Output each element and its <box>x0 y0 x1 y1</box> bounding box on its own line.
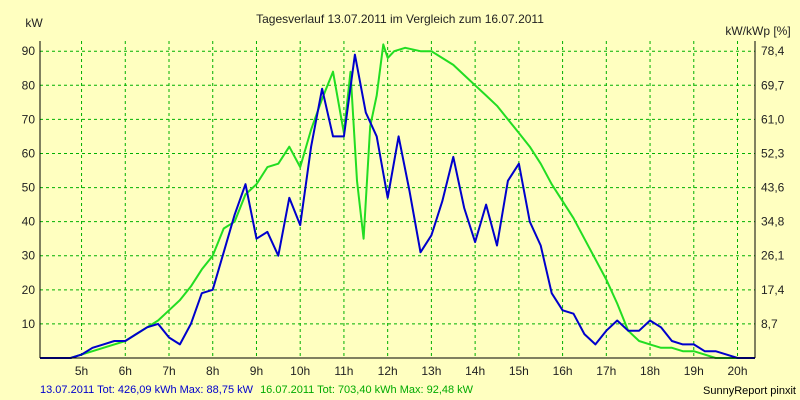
x-tick-label: 19h <box>684 364 704 378</box>
x-tick-label: 7h <box>162 364 175 378</box>
footer-series: 13.07.2011 Tot: 426,09 kWh Max: 88,75 kW… <box>40 384 474 396</box>
y-left-tick-label: 90 <box>22 44 36 58</box>
footer-series2: 16.07.2011 Tot: 703,40 kWh Max: 92,48 kW <box>260 384 474 396</box>
series-layer <box>40 43 755 359</box>
x-tick-label: 17h <box>596 364 616 378</box>
y-left-tick-label: 80 <box>22 78 36 92</box>
x-tick-label: 6h <box>119 364 132 378</box>
y-left-tick-label: 50 <box>22 181 36 195</box>
y-left-tick-label: 70 <box>22 112 36 126</box>
x-tick-label: 13h <box>421 364 441 378</box>
y-right-tick-label: 43,6 <box>761 181 785 195</box>
y-left-tick-label: 40 <box>22 215 36 229</box>
y-right-tick-label: 69,7 <box>761 78 785 92</box>
y-axis-left-label: kW <box>25 16 43 30</box>
axes <box>39 41 756 359</box>
y-left-tick-label: 30 <box>22 249 36 263</box>
y-axis-right-label: kW/kWp [%] <box>725 24 790 38</box>
chart-title: Tagesverlauf 13.07.2011 im Vergleich zum… <box>256 12 544 26</box>
x-tick-label: 11h <box>334 364 353 378</box>
x-tick-label: 20h <box>727 364 747 378</box>
y-right-tick-label: 61,0 <box>761 112 785 126</box>
y-right-tick-label: 52,3 <box>761 146 785 160</box>
footer-series1: 13.07.2011 Tot: 426,09 kWh Max: 88,75 kW <box>40 384 254 396</box>
tick-labels: 5h 6h 7h 8h 9h 10h 11h 12h 13h 14h 15h 16h 17h 18h 19h… <box>22 44 785 378</box>
y-left-tick-label: 20 <box>22 283 36 297</box>
grid <box>40 41 755 358</box>
x-tick-label: 10h <box>290 364 310 378</box>
x-tick-label: 16h <box>553 364 573 378</box>
x-tick-label: 9h <box>250 364 263 378</box>
y-left-tick-label: 60 <box>22 146 36 160</box>
series-line-2 <box>40 43 755 359</box>
x-tick-label: 12h <box>378 364 398 378</box>
y-right-tick-label: 17,4 <box>761 283 785 297</box>
footer-source: SunnyReport pinxit <box>703 385 796 397</box>
series-line-1 <box>40 53 755 359</box>
x-tick-label: 14h <box>465 364 485 378</box>
x-tick-label: 18h <box>640 364 660 378</box>
y-right-tick-label: 8,7 <box>761 317 778 331</box>
y-left-tick-label: 10 <box>22 317 36 331</box>
x-tick-label: 15h <box>509 364 529 378</box>
x-tick-label: 5h <box>75 364 88 378</box>
y-right-tick-label: 78,4 <box>761 44 785 58</box>
y-right-tick-label: 26,1 <box>761 249 785 263</box>
x-tick-label: 8h <box>206 364 219 378</box>
y-right-tick-label: 34,8 <box>761 215 785 229</box>
